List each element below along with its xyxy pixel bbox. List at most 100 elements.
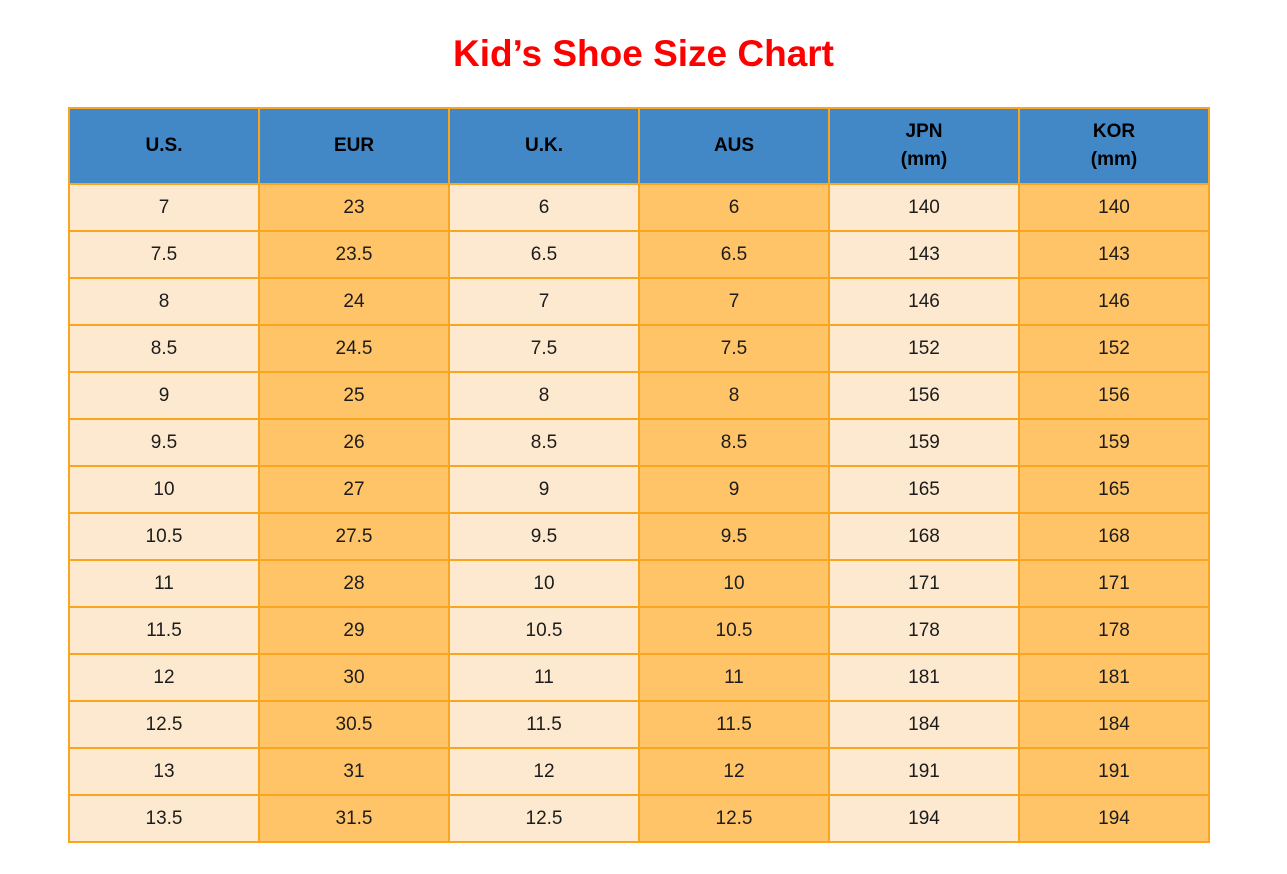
cell: 28 [258,559,450,608]
cell: 7 [638,277,830,326]
table-row: 13 31 12 12 191 191 [68,747,1210,796]
cell: 7 [68,183,260,232]
cell: 194 [828,794,1020,843]
table-row: 10.5 27.5 9.5 9.5 168 168 [68,512,1210,561]
cell: 11 [448,653,640,702]
cell: 25 [258,371,450,420]
cell: 13.5 [68,794,260,843]
cell: 9 [638,465,830,514]
table-row: 8 24 7 7 146 146 [68,277,1210,326]
cell: 171 [1018,559,1210,608]
table-row: 11 28 10 10 171 171 [68,559,1210,608]
table-row: 8.5 24.5 7.5 7.5 152 152 [68,324,1210,373]
cell: 6.5 [638,230,830,279]
table-row: 7 23 6 6 140 140 [68,183,1210,232]
cell: 11 [638,653,830,702]
cell: 159 [1018,418,1210,467]
cell: 191 [1018,747,1210,796]
cell: 165 [828,465,1020,514]
cell: 13 [68,747,260,796]
table-row: 13.5 31.5 12.5 12.5 194 194 [68,794,1210,843]
cell: 10.5 [68,512,260,561]
cell: 152 [1018,324,1210,373]
cell: 156 [828,371,1020,420]
cell: 178 [828,606,1020,655]
cell: 181 [1018,653,1210,702]
cell: 8.5 [638,418,830,467]
column-header-aus: AUS [638,107,830,185]
column-header-us: U.S. [68,107,260,185]
cell: 11.5 [448,700,640,749]
cell: 9.5 [68,418,260,467]
cell: 159 [828,418,1020,467]
cell: 7.5 [638,324,830,373]
table-row: 11.5 29 10.5 10.5 178 178 [68,606,1210,655]
shoe-size-table-container: U.S. EUR U.K. AUS JPN (mm) KOR (mm) 7 23 6 6 140 140… [68,107,1210,843]
cell: 11 [68,559,260,608]
cell: 184 [828,700,1020,749]
cell: 12 [638,747,830,796]
table-row: 7.5 23.5 6.5 6.5 143 143 [68,230,1210,279]
cell: 146 [1018,277,1210,326]
cell: 152 [828,324,1020,373]
table-row: 12.5 30.5 11.5 11.5 184 184 [68,700,1210,749]
cell: 171 [828,559,1020,608]
cell: 31 [258,747,450,796]
cell: 140 [1018,183,1210,232]
cell: 31.5 [258,794,450,843]
cell: 178 [1018,606,1210,655]
shoe-size-table: U.S. EUR U.K. AUS JPN (mm) KOR (mm) 7 23 6 6 140 140… [68,107,1210,843]
cell: 11.5 [68,606,260,655]
cell: 6 [638,183,830,232]
cell: 143 [1018,230,1210,279]
cell: 140 [828,183,1020,232]
cell: 7 [448,277,640,326]
cell: 12.5 [68,700,260,749]
table-row: 9.5 26 8.5 8.5 159 159 [68,418,1210,467]
table-row: 9 25 8 8 156 156 [68,371,1210,420]
cell: 24.5 [258,324,450,373]
column-header-uk: U.K. [448,107,640,185]
cell: 8 [638,371,830,420]
cell: 146 [828,277,1020,326]
cell: 12.5 [638,794,830,843]
cell: 9.5 [448,512,640,561]
cell: 9 [448,465,640,514]
column-header-kor: KOR (mm) [1018,107,1210,185]
cell: 156 [1018,371,1210,420]
cell: 10 [68,465,260,514]
table-header-row: U.S. EUR U.K. AUS JPN (mm) KOR (mm) [68,107,1210,185]
cell: 29 [258,606,450,655]
cell: 168 [1018,512,1210,561]
cell: 6.5 [448,230,640,279]
table-body: 7 23 6 6 140 140 7.5 23.5 6.5 6.5 143 143 8 24 7 7 146 14… [68,183,1210,843]
column-header-eur: EUR [258,107,450,185]
cell: 8 [68,277,260,326]
cell: 12 [68,653,260,702]
cell: 184 [1018,700,1210,749]
cell: 12.5 [448,794,640,843]
cell: 9 [68,371,260,420]
table-row: 10 27 9 9 165 165 [68,465,1210,514]
cell: 8.5 [448,418,640,467]
cell: 23 [258,183,450,232]
cell: 143 [828,230,1020,279]
page-title: Kid’s Shoe Size Chart [452,33,835,74]
cell: 23.5 [258,230,450,279]
cell: 9.5 [638,512,830,561]
column-header-jpn-unit: (mm) [900,149,948,170]
cell: 191 [828,747,1020,796]
cell: 10 [448,559,640,608]
cell: 10.5 [448,606,640,655]
cell: 10.5 [638,606,830,655]
table-header: U.S. EUR U.K. AUS JPN (mm) KOR (mm) [68,107,1210,185]
cell: 194 [1018,794,1210,843]
cell: 10 [638,559,830,608]
cell: 181 [828,653,1020,702]
cell: 30.5 [258,700,450,749]
cell: 6 [448,183,640,232]
cell: 26 [258,418,450,467]
cell: 168 [828,512,1020,561]
cell: 24 [258,277,450,326]
